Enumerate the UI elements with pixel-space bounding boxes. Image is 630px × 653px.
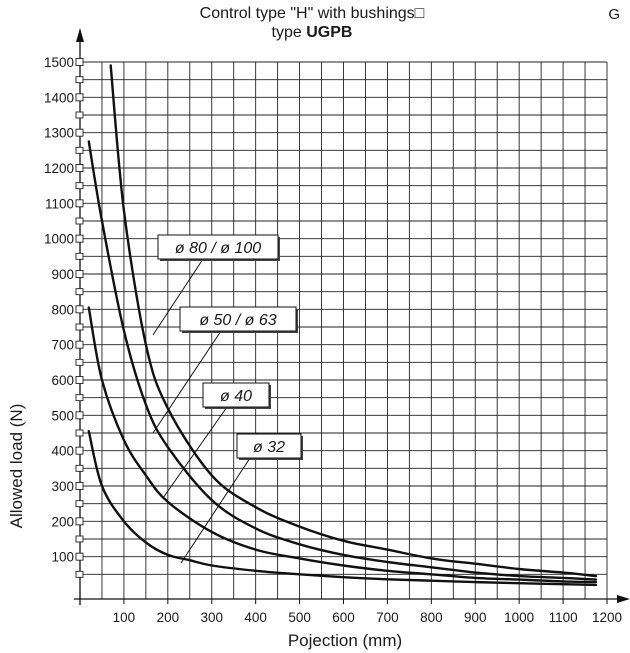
leader-series-32	[180, 457, 251, 564]
title-type-code: UGPB	[306, 24, 353, 41]
y-tick-marker	[75, 128, 84, 137]
title-type-prefix: type	[271, 24, 307, 41]
y-tick-label: 400	[51, 444, 74, 459]
curve-series-32	[87, 430, 598, 587]
y-minor-marker	[75, 288, 84, 296]
label-series-32: ø 32	[253, 439, 285, 456]
y-tick-marker	[75, 270, 84, 278]
y-tick-label: 500	[51, 408, 74, 423]
x-tick-label: 400	[244, 610, 267, 625]
x-axis-title: Pojection (mm)	[288, 631, 402, 650]
y-tick-label: 1000	[44, 232, 74, 247]
label-box-series-80-100	[157, 234, 279, 260]
y-minor-marker	[75, 111, 84, 119]
axes: 100 200 300 400 500 600 700 800 900 1000 1100 1200 1…	[44, 28, 630, 625]
chart-title-line-1: Control type "H" with bushings□	[199, 5, 425, 22]
y-axis-arrow	[76, 28, 84, 42]
y-tick-marker	[75, 446, 84, 455]
y-tick-marker	[75, 552, 84, 561]
y-tick-label: 1400	[44, 90, 74, 105]
label-series-80-100: ø 80 / ø 100	[175, 240, 261, 257]
y-tick-label: 900	[51, 267, 74, 282]
y-tick-marker	[75, 234, 84, 243]
curve-series-40	[87, 306, 598, 584]
curve-series-80-100	[109, 64, 598, 578]
y-minor-marker	[75, 323, 84, 331]
x-tick-label: 1000	[504, 610, 534, 625]
y-minor-marker	[75, 182, 84, 190]
section-letter: G	[608, 6, 620, 23]
y-minor-marker	[75, 464, 84, 472]
y-tick-marker	[75, 305, 84, 314]
label-box-series-32	[236, 433, 302, 459]
x-tick-label: 500	[288, 610, 311, 625]
y-minor-marker	[75, 394, 84, 402]
x-axis-arrow	[617, 595, 630, 603]
y-tick-marker	[75, 517, 84, 526]
x-tick-label: 100	[113, 610, 136, 625]
y-tick-marker	[75, 199, 84, 208]
label-series-40: ø 40	[220, 388, 252, 405]
y-tick-label: 1200	[44, 161, 74, 176]
leader-series-80-100	[152, 258, 204, 336]
y-tick-label: 800	[51, 302, 74, 317]
y-minor-marker	[75, 217, 84, 225]
x-tick-label: 700	[376, 610, 399, 625]
y-tick-marker	[75, 164, 84, 172]
y-minor-marker	[75, 146, 84, 154]
label-series-50-63: ø 50 / ø 63	[199, 312, 276, 329]
leader-series-40	[162, 406, 228, 499]
x-tick-label: 900	[464, 610, 487, 625]
chart-title-line-2: type UGPB	[84, 23, 540, 42]
y-tick-marker	[75, 482, 84, 490]
leader-series-50-63	[152, 330, 222, 434]
y-tick-label: 700	[51, 338, 74, 353]
y-tick-marker	[75, 58, 84, 66]
grid	[80, 61, 608, 599]
x-tick-label: 1100	[549, 610, 578, 625]
y-tick-marker	[75, 411, 84, 420]
y-minor-marker	[75, 358, 84, 366]
label-box-series-40	[202, 382, 270, 408]
x-tick-label: 300	[200, 610, 223, 625]
y-minor-marker	[75, 570, 84, 578]
y-minor-marker	[75, 500, 84, 508]
y-tick-marker	[75, 340, 84, 349]
y-tick-marker	[75, 376, 84, 384]
y-minor-marker	[75, 535, 84, 543]
y-tick-label: 1100	[45, 196, 74, 211]
y-minor-marker	[75, 252, 84, 260]
y-tick-label: 300	[51, 479, 74, 494]
x-tick-label: 1200	[592, 610, 622, 625]
y-tick-label: 1300	[44, 126, 74, 141]
x-tick-label: 800	[420, 610, 443, 625]
y-tick-marker	[75, 93, 84, 102]
label-box-series-50-63	[179, 306, 297, 332]
y-minor-marker	[75, 429, 84, 437]
chart-title: Control type "H" with bushings□ type UGP…	[0, 4, 630, 42]
series-curves	[87, 64, 598, 587]
y-tick-label: 600	[51, 373, 74, 388]
x-tick-label: 200	[157, 610, 180, 625]
curve-series-50-63	[87, 140, 598, 581]
y-minor-marker	[75, 76, 84, 84]
y-tick-label: 100	[51, 550, 74, 565]
y-tick-label: 200	[51, 514, 74, 529]
x-tick-label: 600	[332, 610, 355, 625]
y-tick-label: 1500	[44, 55, 74, 70]
y-axis-title: Allowed load (N)	[7, 404, 26, 529]
series-callouts: ø 80 / ø 100 ø 50 / ø 63 ø 40 ø 32	[152, 234, 303, 564]
